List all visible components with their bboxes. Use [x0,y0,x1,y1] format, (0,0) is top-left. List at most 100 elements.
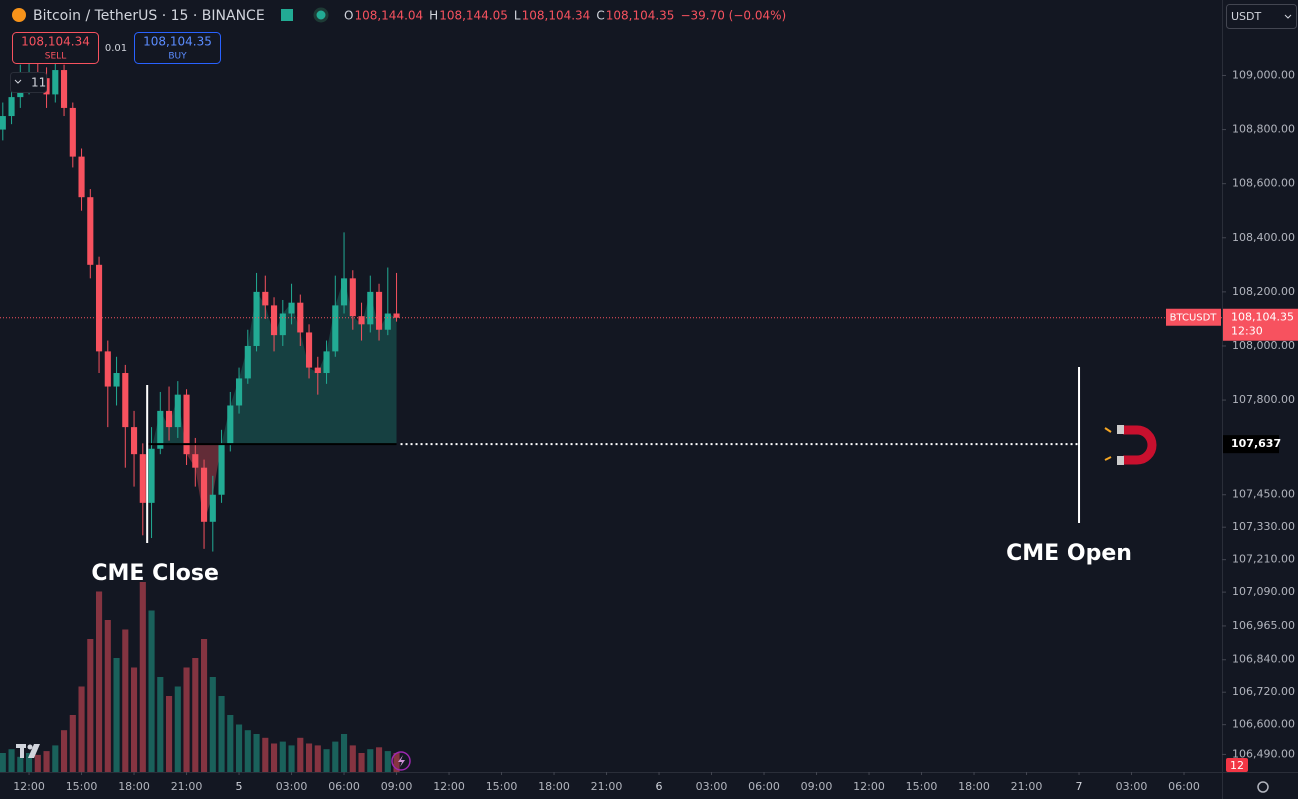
flag-icon[interactable] [281,9,293,21]
price-change: −39.70 (−0.04%) [680,9,786,23]
candle-body [183,394,190,455]
candle-body [244,345,251,379]
x-tick-label: 15:00 [486,780,518,793]
volume-bar [139,582,146,772]
candle-body [262,291,269,306]
volume-bar [0,753,6,772]
volume-bar [174,686,181,772]
candle-body [253,291,260,346]
volume-bar [227,715,234,772]
volume-bar [157,677,164,772]
indicators-count: 11 [31,76,46,90]
y-tick-label: 108,000.00 [1232,339,1295,352]
annotation-label: CME Close [91,561,219,586]
candle-body [87,197,94,265]
alerts-badge[interactable] [1226,758,1248,772]
volume-bar [340,734,348,772]
volume-bar [25,753,33,772]
candle-body [95,264,103,352]
candle-body [104,351,111,387]
sell-price: 108,104.34 [21,35,90,49]
candle-body [367,291,374,325]
level-label-box [1223,435,1279,454]
candle-body [200,467,208,522]
candle-body [227,405,234,444]
x-tick-label: 03:00 [276,780,308,793]
symbol: Bitcoin / TetherUS · 15 · BINANCE [33,8,265,24]
sell-button[interactable] [12,32,99,64]
gap-fill-below [151,444,397,522]
candle-body [270,305,278,336]
volume-bar [358,753,365,772]
volume-bar [130,667,138,772]
y-tick-label: 107,090.00 [1232,585,1295,598]
volume-bar [165,696,173,772]
candle-body [157,410,164,449]
ohlc-value: 108,144.04 [354,9,423,23]
candle-body [78,156,85,198]
volume-bar [17,756,24,772]
volume-bar [323,749,330,772]
y-tick-label: 106,965.00 [1232,619,1295,632]
lightning-button[interactable] [391,751,411,771]
volume-bar [122,629,129,772]
last-price-box [1223,308,1298,341]
currency-dropdown[interactable] [1226,4,1297,29]
plot-area [0,51,1222,772]
x-tick-label: 12:00 [433,780,465,793]
candle-body [375,291,383,330]
x-tick-label: 09:00 [801,780,833,793]
candle-body [349,278,356,317]
volume-bar [148,610,155,772]
y-tick-label: 108,400.00 [1232,231,1295,244]
volume-bar [279,741,286,772]
volume-bar [288,745,295,772]
y-tick-label: 107,800.00 [1232,393,1295,406]
logo [16,744,40,758]
ohlc-value: 108,104.34 [522,9,591,23]
volume-bar [262,737,269,772]
currency: USDT [1231,10,1262,23]
spread: 0.01 [105,43,127,54]
ohlc-value: 108,144.05 [439,9,508,23]
buy-button[interactable] [134,32,221,64]
volume-bar [183,667,190,772]
volume-bar [52,745,59,772]
buy-label: BUY [168,52,187,62]
volume-bar [34,754,41,772]
indicators-toggle[interactable] [10,72,47,93]
volume-bar [349,745,356,772]
volume-bar [244,730,251,772]
ohlc-label: H [429,9,438,23]
volume-bar [60,730,68,772]
ohlc-label: L [514,9,521,23]
x-tick-label: 03:00 [696,780,728,793]
volume-bar [104,620,111,772]
countdown: 12:30 [1231,325,1263,338]
candle-body [305,332,313,368]
ohlc-label: O [344,9,353,23]
candle-body [174,394,181,428]
lightning-icon [398,755,405,767]
settings-button[interactable] [1257,781,1269,793]
x-tick-label: 12:00 [853,780,885,793]
candle-body [130,427,138,455]
y-tick-label: 107,330.00 [1232,520,1295,533]
candle-body [218,443,225,495]
y-tick-label: 106,840.00 [1232,653,1295,666]
y-tick-label: 109,000.00 [1232,68,1295,81]
volume-bar [235,724,243,772]
x-tick-label: 15:00 [906,780,938,793]
volume-bar [305,743,313,772]
y-tick-label: 106,600.00 [1232,718,1295,731]
x-tick-label: 5 [236,780,243,793]
x-tick-label: 06:00 [748,780,780,793]
volume-bar [43,751,50,772]
volume-bar [375,747,383,772]
candle-body [323,351,330,374]
candle-body [332,305,339,352]
x-tick-label: 7 [1076,780,1083,793]
symbol-label-box [1166,308,1221,326]
symbol-label: BTCUSDT [1170,313,1218,324]
